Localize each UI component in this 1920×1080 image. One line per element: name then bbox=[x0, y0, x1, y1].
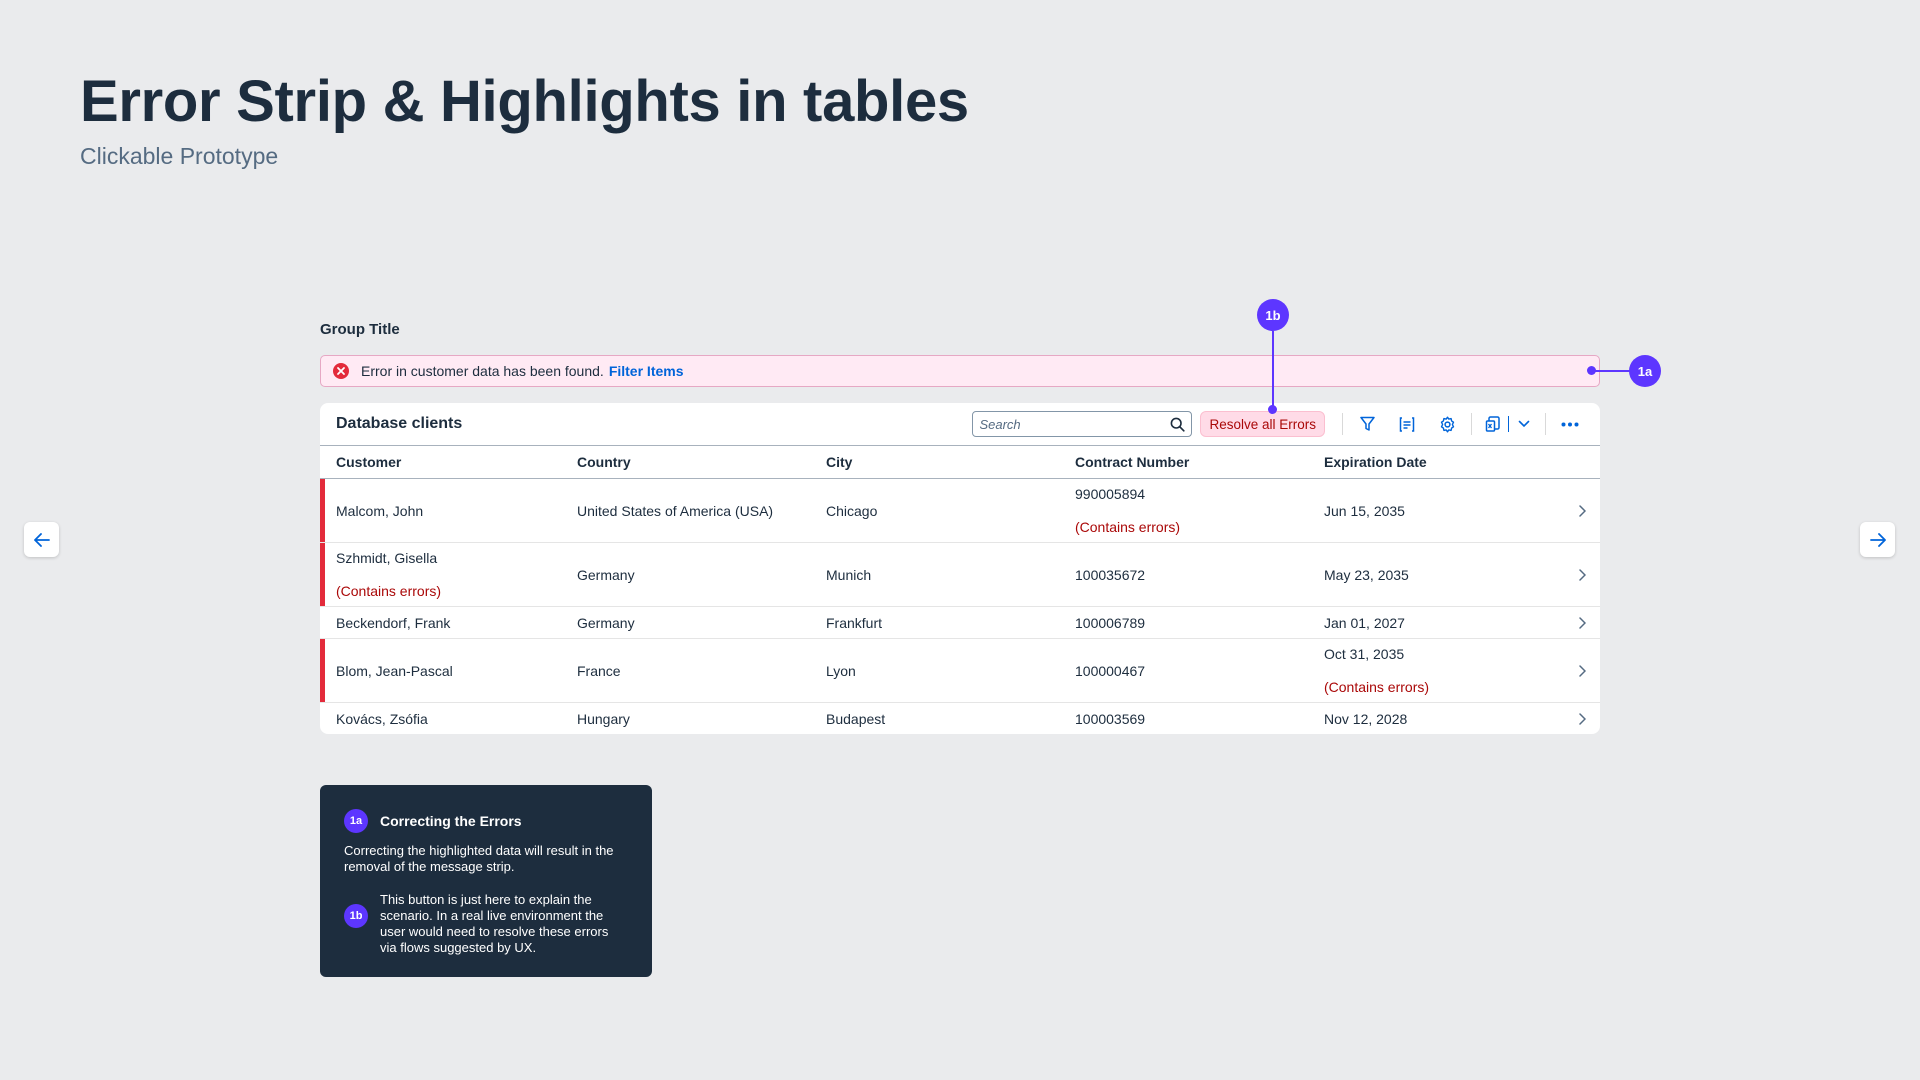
search-input[interactable] bbox=[979, 416, 1171, 432]
more-icon bbox=[1561, 422, 1579, 426]
page-subtitle: Clickable Prototype bbox=[80, 143, 279, 169]
chevron-down-icon bbox=[1518, 420, 1530, 428]
annotation-connector-1a bbox=[1592, 370, 1632, 372]
row-navigation[interactable] bbox=[1564, 664, 1600, 677]
contract-cell: 100006789 bbox=[1075, 614, 1146, 631]
toolbar-separator bbox=[1545, 413, 1546, 435]
error-label: (Contains errors) bbox=[336, 583, 442, 599]
country-cell: United States of America (USA) bbox=[577, 502, 774, 519]
arrow-left-icon bbox=[33, 532, 50, 547]
navigation-arrow-icon bbox=[1579, 616, 1586, 629]
city-cell: Frankfurt bbox=[826, 614, 883, 631]
city-cell: Chicago bbox=[826, 502, 878, 519]
row-navigation[interactable] bbox=[1564, 713, 1600, 725]
column-city[interactable]: City bbox=[826, 454, 853, 470]
database-clients-table: Database clients Resolve all Errors bbox=[320, 403, 1600, 734]
filter-icon bbox=[1359, 416, 1375, 431]
resolve-all-errors-button[interactable]: Resolve all Errors bbox=[1200, 411, 1325, 437]
contract-cell: 100000467 bbox=[1075, 662, 1146, 679]
export-button[interactable] bbox=[1481, 410, 1505, 438]
toolbar-separator bbox=[1342, 413, 1343, 435]
country-cell: Hungary bbox=[577, 711, 630, 727]
country-cell: Germany bbox=[577, 614, 635, 631]
info-marker-1b: 1b bbox=[344, 904, 368, 928]
table-row[interactable]: Blom, Jean-Pascal France Lyon 100000467 … bbox=[320, 639, 1600, 703]
previous-button[interactable] bbox=[24, 522, 59, 557]
navigation-arrow-icon bbox=[1579, 664, 1586, 677]
info-card-title: Correcting the Errors bbox=[380, 813, 522, 829]
search-icon[interactable] bbox=[1170, 417, 1186, 432]
table-row[interactable]: Malcom, John United States of America (U… bbox=[320, 479, 1600, 543]
search-field[interactable] bbox=[972, 411, 1193, 437]
city-cell: Munich bbox=[826, 566, 872, 583]
navigation-arrow-icon bbox=[1579, 504, 1586, 517]
settings-icon bbox=[1440, 416, 1454, 432]
export-icon bbox=[1485, 415, 1500, 432]
error-icon bbox=[333, 363, 349, 379]
column-contract-number[interactable]: Contract Number bbox=[1075, 454, 1190, 470]
expiration-date: Oct 31, 2035 bbox=[1324, 646, 1405, 662]
sort-button[interactable] bbox=[1392, 410, 1422, 438]
filter-items-link[interactable]: Filter Items bbox=[608, 363, 684, 379]
column-expiration-date[interactable]: Expiration Date bbox=[1324, 454, 1427, 470]
annotation-dot-1b bbox=[1268, 405, 1277, 414]
toolbar-separator bbox=[1471, 413, 1472, 435]
contract-cell: 100035672 bbox=[1075, 566, 1146, 583]
customer-cell: Blom, Jean-Pascal bbox=[336, 662, 453, 679]
info-text-1a: Correcting the highlighted data will res… bbox=[344, 843, 614, 874]
row-navigation[interactable] bbox=[1564, 504, 1600, 517]
country-cell: Germany bbox=[577, 566, 635, 583]
annotation-dot-1a bbox=[1587, 366, 1596, 375]
error-strip-message: Error in customer data has been found. bbox=[361, 363, 604, 379]
table-toolbar: Database clients Resolve all Errors bbox=[320, 403, 1600, 446]
contract-cell: 990005894 (Contains errors) bbox=[1075, 486, 1324, 535]
info-marker-1a: 1a bbox=[344, 809, 368, 833]
sort-icon bbox=[1399, 416, 1415, 432]
filter-button[interactable] bbox=[1352, 410, 1382, 438]
navigation-arrow-icon bbox=[1579, 713, 1586, 725]
navigation-arrow-icon bbox=[1579, 568, 1586, 581]
error-label: (Contains errors) bbox=[1075, 519, 1181, 535]
table-title: Database clients bbox=[336, 415, 463, 432]
annotation-connector-1b bbox=[1272, 331, 1274, 409]
settings-button[interactable] bbox=[1432, 410, 1462, 438]
expiration-cell: Jun 15, 2035 bbox=[1324, 502, 1405, 519]
table-row[interactable]: Beckendorf, Frank Germany Frankfurt 1000… bbox=[320, 607, 1600, 639]
more-options-button[interactable] bbox=[1555, 410, 1585, 438]
customer-name: Szhmidt, Gisella bbox=[336, 550, 438, 566]
error-label: (Contains errors) bbox=[1324, 679, 1430, 695]
column-country[interactable]: Country bbox=[577, 454, 631, 470]
expiration-cell: Oct 31, 2035 (Contains errors) bbox=[1324, 646, 1564, 695]
expiration-cell: Jan 01, 2027 bbox=[1324, 614, 1405, 631]
customer-cell: Szhmidt, Gisella (Contains errors) bbox=[336, 550, 577, 599]
error-message-strip: Error in customer data has been found. F… bbox=[320, 355, 1600, 387]
annotation-marker-1a: 1a bbox=[1629, 355, 1661, 387]
table-row[interactable]: Kovács, Zsófia Hungary Budapest 10000356… bbox=[320, 703, 1600, 734]
contract-number: 990005894 bbox=[1075, 486, 1146, 502]
arrow-right-icon bbox=[1869, 532, 1886, 547]
annotation-marker-1b: 1b bbox=[1257, 299, 1289, 331]
export-menu-button[interactable] bbox=[1481, 410, 1536, 438]
row-navigation[interactable] bbox=[1564, 568, 1600, 581]
customer-cell: Beckendorf, Frank bbox=[336, 614, 451, 631]
column-customer[interactable]: Customer bbox=[336, 454, 402, 470]
table-column-header: Customer Country City Contract Number Ex… bbox=[320, 446, 1600, 479]
info-text-1b: This button is just here to explain the … bbox=[380, 892, 609, 955]
contract-cell: 100003569 bbox=[1075, 711, 1146, 727]
info-card: 1a Correcting the Errors Correcting the … bbox=[320, 785, 652, 977]
export-dropdown-button[interactable] bbox=[1512, 410, 1536, 438]
page-title: Error Strip & Highlights in tables bbox=[80, 69, 969, 134]
city-cell: Budapest bbox=[826, 711, 886, 727]
country-cell: France bbox=[577, 662, 621, 679]
city-cell: Lyon bbox=[826, 662, 856, 679]
customer-cell: Malcom, John bbox=[336, 502, 424, 519]
expiration-cell: Nov 12, 2028 bbox=[1324, 711, 1408, 727]
customer-cell: Kovács, Zsófia bbox=[336, 711, 428, 727]
table-row[interactable]: Szhmidt, Gisella (Contains errors) Germa… bbox=[320, 543, 1600, 607]
expiration-cell: May 23, 2035 bbox=[1324, 566, 1409, 583]
row-navigation[interactable] bbox=[1564, 616, 1600, 629]
split-separator bbox=[1508, 416, 1509, 432]
next-button[interactable] bbox=[1860, 522, 1895, 557]
group-title: Group Title bbox=[320, 321, 400, 338]
